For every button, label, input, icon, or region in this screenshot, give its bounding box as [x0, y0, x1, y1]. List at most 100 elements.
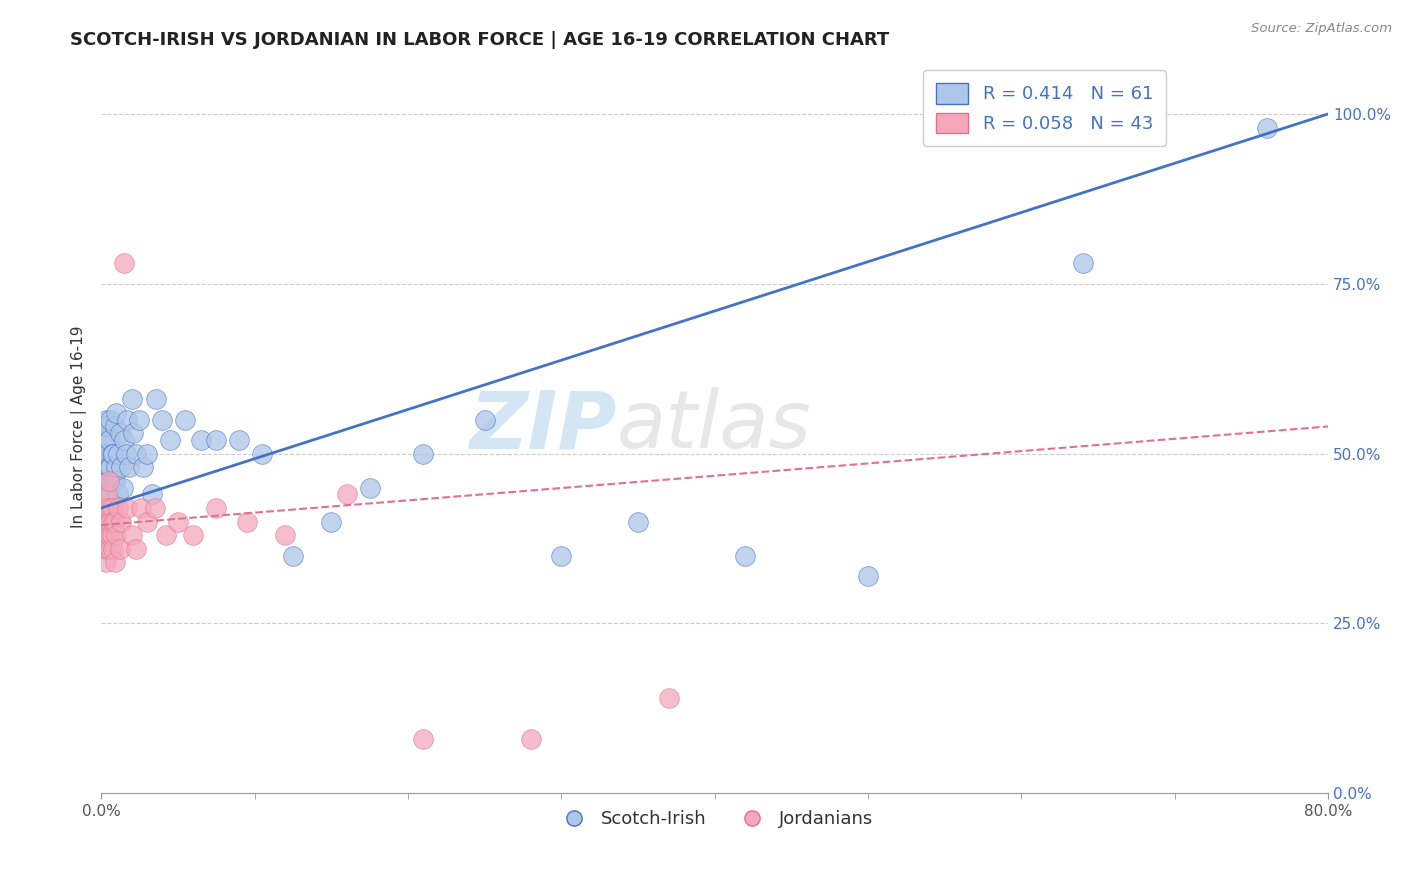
Point [1256, 120, 1278, 135]
Text: SCOTCH-IRISH VS JORDANIAN IN LABOR FORCE | AGE 16-19 CORRELATION CHART: SCOTCH-IRISH VS JORDANIAN IN LABOR FORCE… [70, 31, 890, 49]
Point [111, 481, 134, 495]
Point [250, 447, 273, 461]
Text: atlas: atlas [616, 387, 811, 466]
Point [205, 501, 228, 516]
Point [321, 515, 343, 529]
Point [103, 515, 125, 529]
Point [658, 691, 681, 706]
Point [103, 501, 125, 516]
Text: ZIP: ZIP [470, 387, 616, 466]
Point [136, 515, 159, 529]
Point [101, 501, 124, 516]
Point [125, 447, 148, 461]
Point [104, 474, 127, 488]
Point [174, 412, 197, 426]
Point [131, 460, 153, 475]
Point [91, 501, 114, 516]
Point [474, 412, 496, 426]
Point [627, 515, 650, 529]
Point [359, 481, 381, 495]
Point [136, 447, 159, 461]
Point [281, 549, 304, 563]
Point [152, 412, 174, 426]
Point [93, 419, 115, 434]
Point [143, 501, 166, 516]
Point [97, 433, 120, 447]
Point [94, 528, 117, 542]
Point [141, 487, 163, 501]
Legend: Scotch-Irish, Jordanians: Scotch-Irish, Jordanians [548, 803, 880, 836]
Point [105, 528, 128, 542]
Point [97, 460, 120, 475]
Point [121, 392, 143, 407]
Point [112, 433, 135, 447]
Point [1071, 256, 1094, 270]
Point [108, 426, 131, 441]
Point [96, 515, 118, 529]
Point [98, 515, 121, 529]
Point [128, 412, 150, 426]
Point [125, 541, 148, 556]
Point [112, 256, 135, 270]
Point [101, 528, 124, 542]
Point [97, 501, 120, 516]
Point [94, 412, 117, 426]
Point [93, 447, 115, 461]
Point [94, 487, 117, 501]
Point [412, 731, 434, 746]
Point [114, 447, 136, 461]
Point [103, 447, 125, 461]
Point [93, 541, 115, 556]
Point [91, 460, 114, 475]
Point [115, 412, 138, 426]
Point [115, 501, 138, 516]
Point [107, 501, 129, 516]
Point [96, 419, 118, 434]
Point [110, 460, 132, 475]
Text: Source: ZipAtlas.com: Source: ZipAtlas.com [1251, 22, 1392, 36]
Point [734, 549, 756, 563]
Point [145, 392, 167, 407]
Point [94, 501, 117, 516]
Point [97, 528, 120, 542]
Point [108, 541, 131, 556]
Point [96, 487, 118, 501]
Point [98, 541, 121, 556]
Point [105, 460, 128, 475]
Point [91, 515, 114, 529]
Point [98, 487, 121, 501]
Point [101, 447, 124, 461]
Point [104, 555, 127, 569]
Point [97, 501, 120, 516]
Point [335, 487, 357, 501]
Point [93, 528, 115, 542]
Point [274, 528, 297, 542]
Point [101, 474, 124, 488]
Point [104, 419, 127, 434]
Point [94, 433, 117, 447]
Point [118, 460, 141, 475]
Point [107, 487, 129, 501]
Point [205, 433, 228, 447]
Point [94, 460, 117, 475]
Point [93, 474, 115, 488]
Point [103, 541, 125, 556]
Point [519, 731, 541, 746]
Point [166, 515, 188, 529]
Point [236, 515, 259, 529]
Point [228, 433, 250, 447]
Point [412, 447, 434, 461]
Point [98, 460, 121, 475]
Point [96, 474, 118, 488]
Point [104, 515, 127, 529]
Point [96, 447, 118, 461]
Point [190, 433, 212, 447]
Point [97, 474, 120, 488]
Point [155, 528, 177, 542]
Point [93, 501, 115, 516]
Point [181, 528, 204, 542]
Point [122, 426, 145, 441]
Point [98, 412, 121, 426]
Point [105, 406, 128, 420]
Point [121, 528, 143, 542]
